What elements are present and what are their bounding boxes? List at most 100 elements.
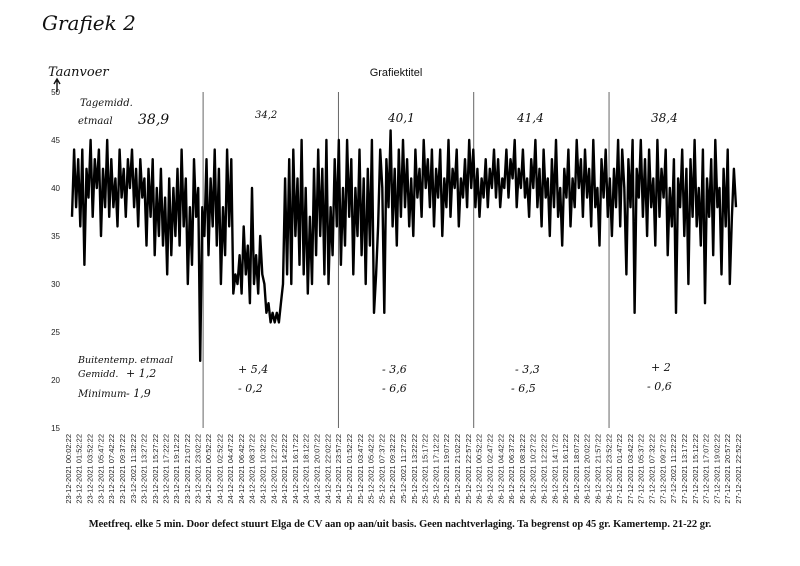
x-tick-label: 27-12-2021 13:17:22: [680, 434, 689, 504]
x-tick-label: 23-12-2021 17:22:22: [162, 434, 171, 504]
y-tick-label: 50: [51, 88, 60, 97]
x-tick-label: 24-12-2021 22:02:22: [323, 434, 332, 504]
x-tick-label: 25-12-2021 11:27:22: [399, 434, 408, 503]
x-tick-label: 25-12-2021 07:37:22: [377, 434, 386, 504]
x-tick-label: 25-12-2021 09:32:22: [388, 434, 397, 504]
x-tick-label: 23-12-2021 05:47:22: [96, 434, 105, 504]
chart-caption: Meetfreq. elke 5 min. Door defect stuurt…: [89, 519, 712, 530]
x-tick-label: 24-12-2021 16:17:22: [291, 434, 300, 504]
x-tick-label: 26-12-2021 16:12:22: [561, 434, 570, 504]
page-heading: Grafiek 2: [42, 11, 136, 35]
x-tick-label: 27-12-2021 20:57:22: [723, 434, 732, 504]
x-tick-label: 27-12-2021 01:47:22: [615, 434, 624, 504]
x-tick-label: 27-12-2021 05:37:22: [637, 434, 646, 504]
chart-title: Grafiektitel: [370, 67, 423, 79]
outside-avg-value-3: - 3,6: [382, 363, 407, 376]
daily-avg-value-2: 34,2: [255, 110, 277, 121]
day-dividers: [202, 92, 610, 428]
x-tick-label: 24-12-2021 20:07:22: [313, 434, 322, 504]
outside-avg-value-5: + 2: [651, 361, 671, 374]
y-tick-label: 40: [51, 184, 60, 193]
x-tick-label: 27-12-2021 17:07:22: [702, 434, 711, 504]
outside-temp-label-2: Gemidd.: [78, 369, 118, 380]
minimum-value-2: - 0,2: [238, 382, 263, 395]
x-tick-label: 26-12-2021 21:57:22: [594, 434, 603, 504]
x-tick-label: 25-12-2021 15:17:22: [421, 434, 430, 504]
y-tick-label: 20: [51, 376, 60, 385]
x-tick-label: 25-12-2021 22:57:22: [464, 434, 473, 504]
x-tick-label: 23-12-2021 21:07:22: [183, 434, 192, 504]
x-tick-label: 27-12-2021 11:22:22: [669, 434, 678, 503]
y-axis-label: Taanvoer: [48, 65, 109, 80]
annotations: Tagemidd. etmaal 38,9 34,2 40,1 41,4 38,…: [77, 98, 678, 400]
x-tick-label: 23-12-2021 23:02:22: [194, 434, 203, 504]
y-tick-label: 25: [51, 328, 60, 337]
x-tick-label: 26-12-2021 12:22:22: [539, 434, 548, 504]
x-tick-label: 26-12-2021 20:02:22: [583, 434, 592, 504]
x-tick-label: 25-12-2021 19:07:22: [442, 434, 451, 504]
x-tick-label: 26-12-2021 10:27:22: [529, 434, 538, 504]
daily-avg-value-4: 41,4: [516, 111, 544, 125]
x-tick-label: 26-12-2021 04:42:22: [496, 434, 505, 504]
x-tick-label: 23-12-2021 11:32:22: [129, 434, 138, 503]
x-tick-label: 26-12-2021 06:37:22: [507, 434, 516, 504]
y-tick-label: 15: [51, 424, 60, 433]
x-tick-label: 25-12-2021 03:47:22: [356, 434, 365, 504]
daily-avg-value-3: 40,1: [387, 111, 415, 125]
x-tick-label: 23-12-2021 01:52:22: [74, 434, 83, 504]
daily-avg-label-2: etmaal: [78, 116, 113, 127]
x-tick-label: 25-12-2021 21:02:22: [453, 434, 462, 504]
x-tick-label: 24-12-2021 08:37:22: [248, 434, 257, 504]
daily-avg-label: Tagemidd.: [80, 98, 133, 109]
x-tick-label: 26-12-2021 02:47:22: [485, 434, 494, 504]
minimum-value-4: - 6,5: [511, 382, 536, 395]
outside-temp-label: Buitentemp. etmaal: [77, 355, 173, 366]
outside-avg-value-2: + 5,4: [238, 363, 268, 376]
daily-avg-value-5: 38,4: [651, 111, 678, 125]
outside-avg-value-1: + 1,2: [126, 367, 156, 380]
x-tick-label: 27-12-2021 07:32:22: [648, 434, 657, 504]
x-tick-label: 23-12-2021 03:52:22: [86, 434, 95, 504]
x-tick-label: 27-12-2021 15:12:22: [691, 434, 700, 504]
y-tick-label: 30: [51, 280, 60, 289]
x-tick-label: 23-12-2021 13:27:22: [140, 434, 149, 504]
x-tick-label: 25-12-2021 01:52:22: [345, 434, 354, 504]
x-tick-label: 25-12-2021 05:42:22: [367, 434, 376, 504]
x-tick-label: 26-12-2021 23:52:22: [604, 434, 613, 504]
x-tick-label: 24-12-2021 14:22:22: [280, 434, 289, 504]
x-tick-label: 26-12-2021 00:52:22: [475, 434, 484, 504]
x-tick-label: 26-12-2021 08:32:22: [518, 434, 527, 504]
x-tick-label: 24-12-2021 12:27:22: [269, 434, 278, 504]
x-tick-label: 27-12-2021 09:27:22: [658, 434, 667, 504]
outside-avg-value-4: - 3,3: [515, 363, 540, 376]
x-tick-label: 24-12-2021 10:32:22: [259, 434, 268, 504]
minimum-value-3: - 6,6: [382, 382, 407, 395]
minimum-value-1: - 1,9: [126, 387, 151, 400]
x-tick-label: 27-12-2021 22:52:22: [734, 434, 743, 504]
x-tick-label: 23-12-2021 07:42:22: [107, 434, 116, 504]
x-tick-label: 24-12-2021 04:47:22: [226, 434, 235, 504]
x-tick-label: 24-12-2021 06:42:22: [237, 434, 246, 504]
x-tick-label: 24-12-2021 18:12:22: [302, 434, 311, 504]
x-tick-label: 25-12-2021 17:12:22: [431, 434, 440, 504]
x-tick-label: 23-12-2021 00:02:22: [64, 434, 73, 504]
x-tick-label: 23-12-2021 15:27:22: [151, 434, 160, 504]
x-axis-ticks: 23-12-2021 00:02:22 23-12-2021 01:52:22 23…: [64, 434, 743, 504]
y-axis-ticks: 15 20 25 30 35 40 45 50: [51, 88, 60, 433]
y-axis-arrow-icon: [53, 77, 61, 92]
x-tick-label: 27-12-2021 03:42:22: [626, 434, 635, 504]
x-tick-label: 23-12-2021 19:12:22: [172, 434, 181, 504]
x-tick-label: 24-12-2021 23:57:22: [334, 434, 343, 504]
series-line-taanvoer: [70, 129, 738, 362]
y-tick-label: 35: [51, 232, 60, 241]
x-tick-label: 26-12-2021 14:17:22: [550, 434, 559, 504]
x-tick-label: 25-12-2021 13:22:22: [410, 434, 419, 504]
x-tick-label: 27-12-2021 19:02:22: [712, 434, 721, 504]
daily-avg-value-1: 38,9: [138, 112, 169, 128]
y-tick-label: 45: [51, 136, 60, 145]
x-tick-label: 23-12-2021 09:37:22: [118, 434, 127, 504]
minimum-label: Minimum: [77, 389, 126, 400]
x-tick-label: 26-12-2021 18:07:22: [572, 434, 581, 504]
